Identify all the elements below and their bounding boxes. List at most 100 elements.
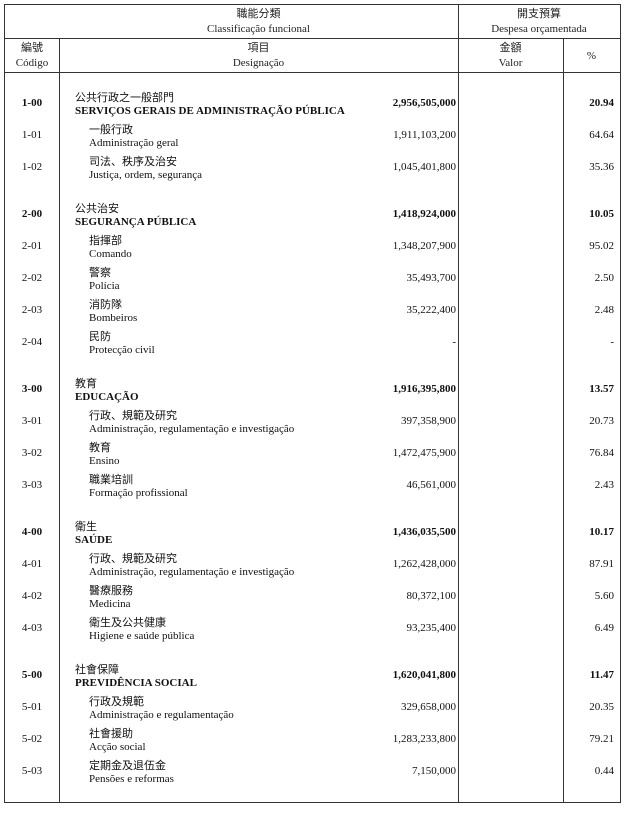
pct-header: % bbox=[586, 50, 597, 62]
table-row: 2-03 消防隊 Bombeiros 35,222,400 2.48 bbox=[5, 296, 620, 328]
row-percent: 79.21 bbox=[589, 733, 614, 745]
budget-header-pt: Despesa orçamentada bbox=[491, 23, 587, 35]
row-percent: 64.64 bbox=[589, 129, 614, 141]
classification-header-zh: 職能分類 bbox=[236, 8, 281, 20]
table-row: 4-03 衛生及公共健康 Higiene e saúde pública 93,235… bbox=[5, 614, 620, 646]
row-code: 2-01 bbox=[21, 240, 43, 252]
table-group-row: 3-00 教育 EDUCAÇÃO 1,916,395,800 13.57 bbox=[5, 375, 620, 407]
row-percent: 0.44 bbox=[594, 765, 614, 777]
table-group-row: 2-00 公共治安 SEGURANÇA PÚBLICA 1,418,924,000 10… bbox=[5, 200, 620, 232]
row-value: 7,150,000 bbox=[412, 765, 456, 777]
row-percent: 87.91 bbox=[589, 558, 614, 570]
row-designation-pt: Bombeiros bbox=[89, 312, 138, 324]
row-value: 397,358,900 bbox=[401, 415, 456, 427]
row-designation-zh: 消防隊 bbox=[89, 299, 122, 311]
row-code: 2-04 bbox=[21, 336, 43, 348]
row-designation-pt: Administração geral bbox=[89, 137, 179, 149]
row-code: 3-03 bbox=[21, 479, 43, 491]
row-designation-zh: 教育 bbox=[75, 378, 97, 390]
row-designation-zh: 衛生 bbox=[75, 521, 97, 533]
code-header-zh: 編號 bbox=[21, 42, 43, 54]
row-designation-pt: Administração, regulamentação e investig… bbox=[89, 566, 295, 578]
table-row: 3-02 教育 Ensino 1,472,475,900 76.84 bbox=[5, 439, 620, 471]
row-designation-zh: 醫療服務 bbox=[89, 585, 133, 597]
row-code: 4-01 bbox=[21, 558, 43, 570]
row-designation-pt: Administração, regulamentação e investig… bbox=[89, 423, 295, 435]
row-designation-zh: 一般行政 bbox=[89, 124, 133, 136]
table-row: 5-01 行政及規範 Administração e regulamentação 3… bbox=[5, 693, 620, 725]
table-row: 5-02 社會援助 Acção social 1,283,233,800 79.21 bbox=[5, 725, 620, 757]
divider bbox=[458, 5, 459, 802]
row-percent: 95.02 bbox=[589, 240, 614, 252]
row-designation-zh: 行政、規範及研究 bbox=[89, 553, 177, 565]
row-value: 2,956,505,000 bbox=[392, 97, 456, 109]
row-designation-pt: Comando bbox=[89, 248, 132, 260]
row-designation-pt: Formação profissional bbox=[89, 487, 188, 499]
row-designation-pt: Justiça, ordem, segurança bbox=[89, 169, 203, 181]
row-designation-zh: 行政及規範 bbox=[89, 696, 144, 708]
row-designation-pt: Medicina bbox=[89, 598, 131, 610]
row-designation-pt: SEGURANÇA PÚBLICA bbox=[75, 216, 197, 228]
row-designation-pt: SERVIÇOS GERAIS DE ADMINISTRAÇÃO PÚBLICA bbox=[75, 105, 345, 117]
budget-header-zh: 開支預算 bbox=[517, 8, 561, 20]
table-row: 3-03 職業培訓 Formação profissional 46,561,000 2… bbox=[5, 471, 620, 503]
divider bbox=[5, 38, 620, 39]
table-row: 2-02 警察 Polícia 35,493,700 2.50 bbox=[5, 264, 620, 296]
table-group-row: 1-00 公共行政之一般部門 SERVIÇOS GERAIS DE ADMINIST… bbox=[5, 89, 620, 121]
row-value: 35,222,400 bbox=[406, 304, 457, 316]
row-percent: 10.05 bbox=[589, 208, 614, 220]
code-header-pt: Código bbox=[15, 57, 49, 69]
row-designation-zh: 警察 bbox=[89, 267, 111, 279]
row-percent: 5.60 bbox=[594, 590, 614, 602]
row-designation-zh: 公共行政之一般部門 bbox=[75, 92, 174, 104]
row-designation-zh: 定期金及退伍金 bbox=[89, 760, 166, 772]
row-value: 1,348,207,900 bbox=[392, 240, 456, 252]
row-code: 3-02 bbox=[21, 447, 43, 459]
row-designation-zh: 行政、規範及研究 bbox=[89, 410, 177, 422]
row-value: 1,436,035,500 bbox=[392, 526, 456, 538]
row-value: 35,493,700 bbox=[406, 272, 457, 284]
table-group-row: 5-00 社會保障 PREVIDÊNCIA SOCIAL 1,620,041,800 1… bbox=[5, 661, 620, 693]
row-percent: 76.84 bbox=[589, 447, 614, 459]
row-percent: 20.73 bbox=[589, 415, 614, 427]
row-designation-pt: Ensino bbox=[89, 455, 120, 467]
row-percent: 20.94 bbox=[589, 97, 614, 109]
divider bbox=[59, 39, 60, 802]
row-designation-zh: 指揮部 bbox=[89, 235, 122, 247]
row-code: 4-00 bbox=[21, 526, 43, 538]
row-value: 1,418,924,000 bbox=[392, 208, 456, 220]
row-percent: 10.17 bbox=[589, 526, 614, 538]
table-group-row: 4-00 衛生 SAÚDE 1,436,035,500 10.17 bbox=[5, 518, 620, 550]
table-row: 4-01 行政、規範及研究 Administração, regulamentaçã… bbox=[5, 550, 620, 582]
row-value: 46,561,000 bbox=[406, 479, 457, 491]
row-value: 1,262,428,000 bbox=[392, 558, 456, 570]
item-header-pt: Designação bbox=[232, 57, 285, 69]
table-row: 2-04 民防 Protecção civil - - bbox=[5, 328, 620, 360]
row-percent: 20.35 bbox=[589, 701, 614, 713]
row-percent: 11.47 bbox=[589, 669, 614, 681]
row-designation-zh: 教育 bbox=[89, 442, 111, 454]
row-percent: 2.43 bbox=[594, 479, 614, 491]
row-percent: 35.36 bbox=[589, 161, 614, 173]
row-value: 93,235,400 bbox=[406, 622, 457, 634]
row-code: 5-02 bbox=[21, 733, 43, 745]
row-percent: 2.48 bbox=[594, 304, 614, 316]
row-code: 4-03 bbox=[21, 622, 43, 634]
row-designation-zh: 衛生及公共健康 bbox=[89, 617, 166, 629]
value-header-zh: 金額 bbox=[499, 42, 522, 54]
row-value: 1,283,233,800 bbox=[392, 733, 456, 745]
row-value: 1,045,401,800 bbox=[392, 161, 456, 173]
row-designation-pt: Acção social bbox=[89, 741, 146, 753]
row-designation-zh: 職業培訓 bbox=[89, 474, 133, 486]
row-code: 3-00 bbox=[21, 383, 43, 395]
table-row: 2-01 指揮部 Comando 1,348,207,900 95.02 bbox=[5, 232, 620, 264]
row-value: 329,658,000 bbox=[401, 701, 456, 713]
row-value: - bbox=[452, 336, 456, 348]
divider bbox=[563, 39, 564, 802]
row-code: 3-01 bbox=[21, 415, 43, 427]
table-row: 3-01 行政、規範及研究 Administração, regulamentaçã… bbox=[5, 407, 620, 439]
row-designation-pt: EDUCAÇÃO bbox=[75, 391, 139, 403]
row-value: 1,620,041,800 bbox=[392, 669, 456, 681]
row-designation-pt: Polícia bbox=[89, 280, 120, 292]
row-value: 80,372,100 bbox=[406, 590, 457, 602]
